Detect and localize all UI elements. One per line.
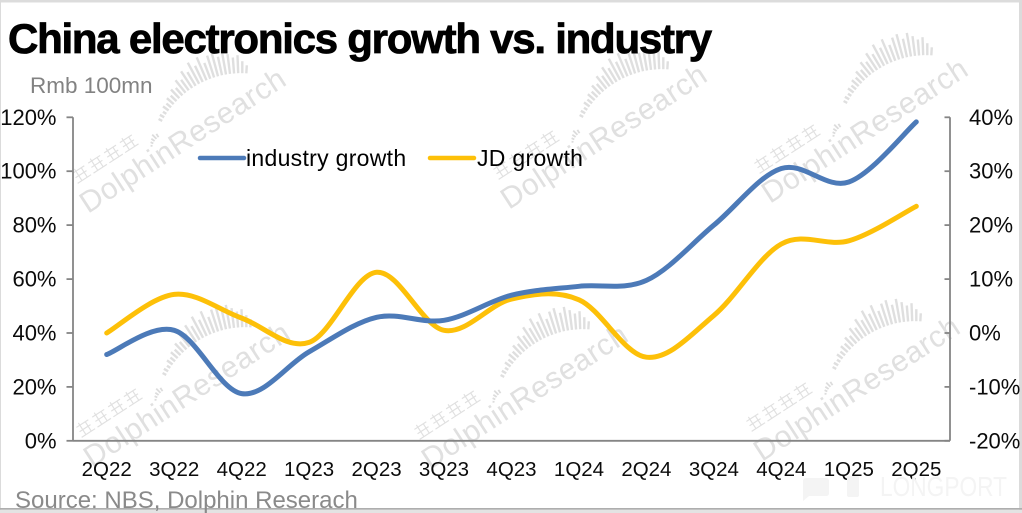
svg-text:4Q22: 4Q22: [217, 458, 267, 481]
svg-text:JD growth: JD growth: [477, 145, 583, 171]
svg-text:100%: 100%: [0, 159, 56, 184]
svg-text:4Q23: 4Q23: [486, 458, 536, 481]
svg-text:40%: 40%: [969, 105, 1013, 130]
svg-text:1Q23: 1Q23: [284, 458, 334, 481]
svg-text:1Q24: 1Q24: [554, 458, 604, 481]
svg-text:Source: NBS, Dolphin Reserach: Source: NBS, Dolphin Reserach: [15, 487, 358, 513]
svg-text:0%: 0%: [25, 428, 57, 453]
svg-text:40%: 40%: [12, 321, 56, 346]
svg-text:-10%: -10%: [969, 374, 1020, 399]
svg-text:2Q24: 2Q24: [621, 458, 671, 481]
svg-text:3Q22: 3Q22: [149, 458, 199, 481]
svg-text:-20%: -20%: [969, 428, 1020, 453]
svg-text:industry growth: industry growth: [246, 145, 406, 171]
svg-text:30%: 30%: [969, 159, 1013, 184]
svg-text:China electronics growth vs. i: China electronics growth vs. industry: [8, 15, 713, 62]
svg-text:2Q22: 2Q22: [82, 458, 132, 481]
svg-text:60%: 60%: [12, 267, 56, 292]
svg-text:2Q23: 2Q23: [352, 458, 402, 481]
svg-text:10%: 10%: [969, 267, 1013, 292]
svg-text:20%: 20%: [12, 374, 56, 399]
svg-text:120%: 120%: [0, 105, 56, 130]
svg-text:3Q23: 3Q23: [419, 458, 469, 481]
svg-text:3Q24: 3Q24: [689, 458, 739, 481]
svg-text:LONGPORT: LONGPORT: [880, 471, 1007, 502]
svg-text:20%: 20%: [969, 213, 1013, 238]
svg-text:1Q25: 1Q25: [824, 458, 874, 481]
svg-text:0%: 0%: [969, 321, 1001, 346]
svg-text:4Q24: 4Q24: [756, 458, 806, 481]
svg-text:80%: 80%: [12, 213, 56, 238]
svg-text:Rmb 100mn: Rmb 100mn: [30, 73, 153, 98]
svg-text:2Q25: 2Q25: [891, 458, 941, 481]
